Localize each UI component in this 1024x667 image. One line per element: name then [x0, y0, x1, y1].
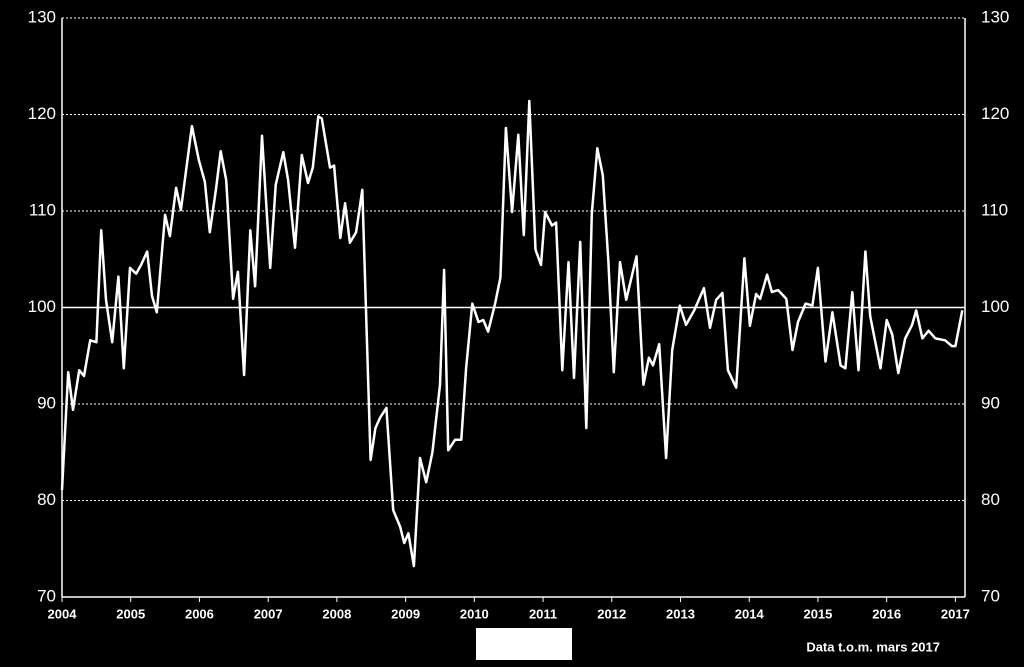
y-tick-label: 100 — [28, 297, 56, 316]
x-tick-label: 2010 — [460, 606, 489, 621]
x-tick-label: 2015 — [803, 606, 832, 621]
y-tick-label: 110 — [29, 200, 56, 219]
annotation: Data t.o.m. mars 2017 — [806, 639, 940, 654]
x-tick-label: 2006 — [185, 606, 214, 621]
line — [60, 99, 964, 568]
y-tick-label: 70 — [37, 586, 56, 605]
x-tick-label: 2009 — [391, 606, 420, 621]
x-tick-label: 2016 — [872, 606, 901, 621]
x-tick-label: 2011 — [529, 606, 557, 621]
y-tick-label: 90 — [37, 393, 56, 412]
x-tick-label: 2004 — [48, 606, 78, 621]
y2-tick-label: 130 — [981, 7, 1009, 26]
y-tick-label: 130 — [28, 7, 56, 26]
x-tick-label: 2005 — [116, 606, 145, 621]
x-tick-label: 2017 — [941, 606, 970, 621]
y2-tick-label: 70 — [981, 586, 1000, 605]
y2-tick-label: 110 — [981, 200, 1008, 219]
x-tick-label: 2008 — [322, 606, 351, 621]
y2-tick-label: 100 — [981, 297, 1009, 316]
x-tick-label: 2014 — [735, 606, 765, 621]
y-tick-label: 80 — [37, 490, 56, 509]
x-tick-label: 2013 — [666, 606, 695, 621]
y2-tick-label: 120 — [981, 104, 1009, 123]
x-tick-label: 2007 — [254, 606, 283, 621]
y-tick-label: 120 — [28, 104, 56, 123]
y2-tick-label: 90 — [981, 393, 1000, 412]
blank-box — [476, 628, 572, 660]
x-tick-label: 2012 — [597, 606, 626, 621]
y2-tick-label: 80 — [981, 490, 1000, 509]
